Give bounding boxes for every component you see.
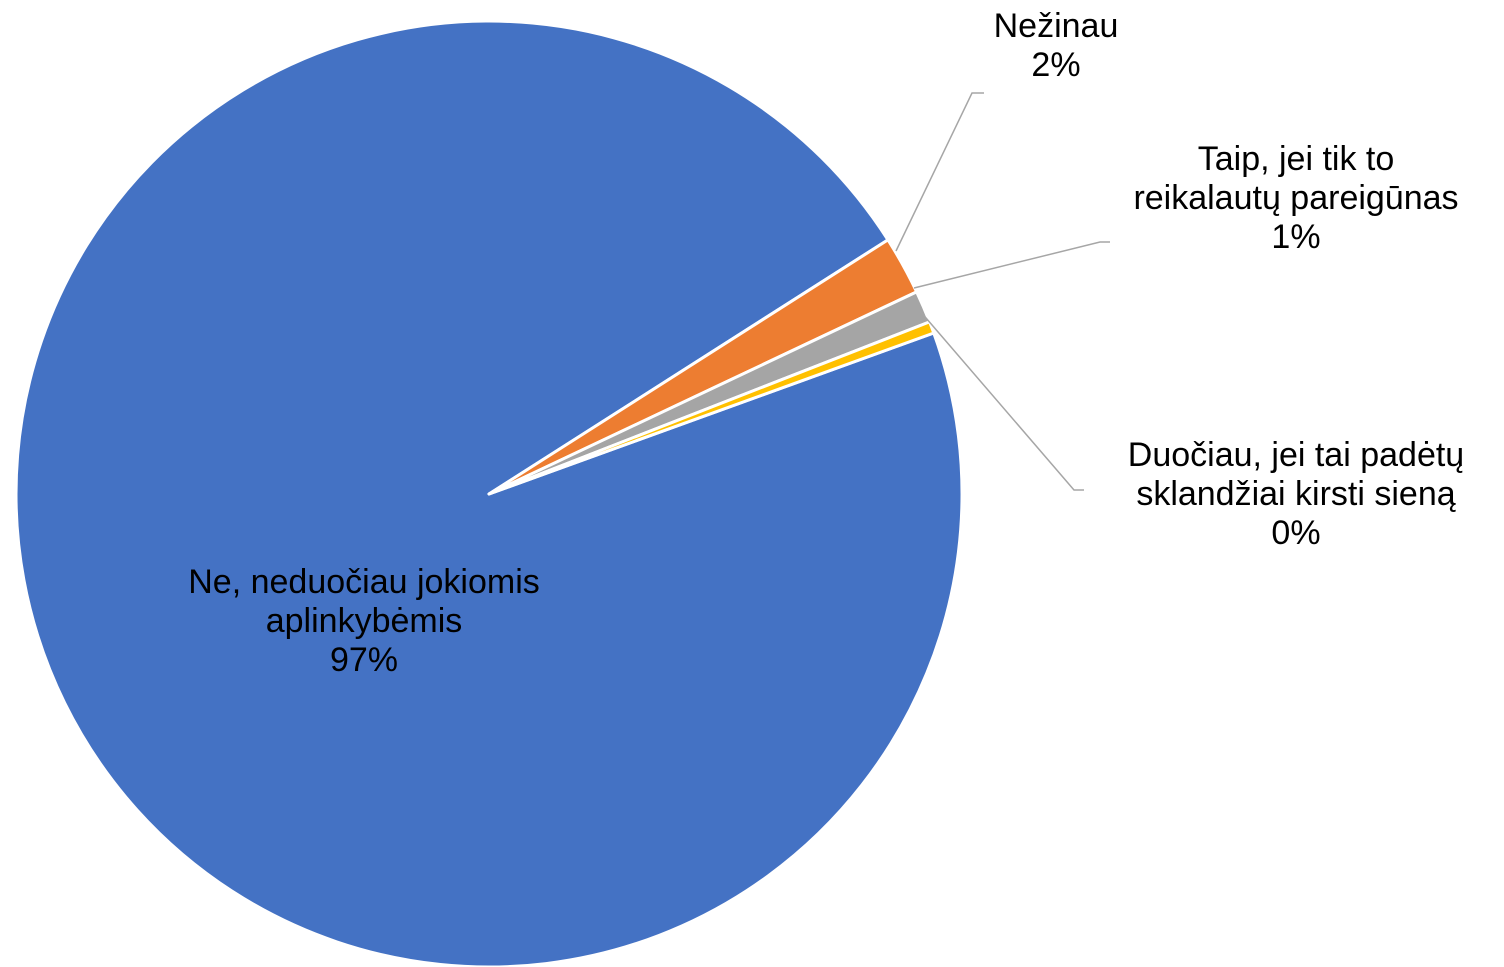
data-label-line: sklandžiai kirsti sieną <box>1136 475 1455 513</box>
data-label-percent: 97% <box>330 641 398 679</box>
data-label-line: Ne, neduočiau jokiomis <box>188 563 540 601</box>
data-label-line: aplinkybėmis <box>266 602 463 640</box>
data-label-line: reikalautų pareigūnas <box>1133 179 1458 217</box>
data-label-duociau-jei-tai-padetu-sklandziai-kirsti-siena: Duočiau, jei tai padėtų sklandžiai kirsti… <box>1128 436 1464 552</box>
leader-line-taip <box>913 241 1110 289</box>
data-label-percent: 2% <box>1031 46 1080 84</box>
data-label-line: Taip, jei tik to <box>1198 140 1395 178</box>
data-label-line: Nežinau <box>994 7 1119 45</box>
data-label-ne-neduociau-jokiomis-aplinkybemis: Ne, neduočiau jokiomis aplinkybėmis 97% <box>188 563 540 679</box>
data-label-line: Duočiau, jei tai padėtų <box>1128 436 1464 474</box>
data-label-percent: 1% <box>1271 218 1320 256</box>
data-label-taip-jei-tik-to-reikalautu-pareigunas: Taip, jei tik to reikalautų pareigūnas 1% <box>1133 140 1458 256</box>
leader-lines <box>895 92 1110 491</box>
data-labels: Ne, neduočiau jokiomis aplinkybėmis 97% Než… <box>188 7 1464 679</box>
leader-line-duociau <box>919 310 1084 491</box>
leader-line-nezinau <box>895 92 984 252</box>
data-label-nezinau: Nežinau 2% <box>994 7 1119 84</box>
pie-slices <box>14 19 964 967</box>
data-label-percent: 0% <box>1271 514 1320 552</box>
